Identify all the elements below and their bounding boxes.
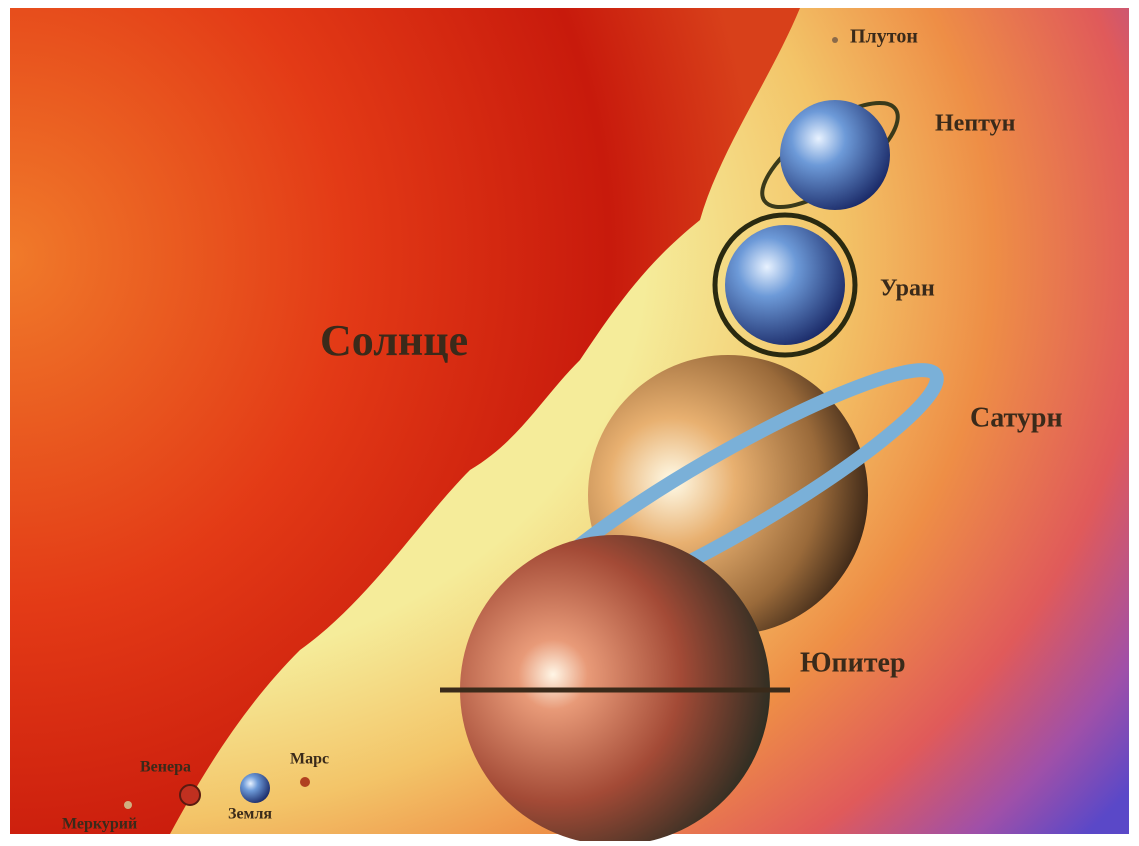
- planet-label: Уран: [880, 276, 935, 302]
- pluto: [832, 37, 838, 43]
- planet-label: Венера: [140, 759, 191, 776]
- planet-label: Земля: [228, 806, 272, 823]
- earth: [240, 773, 270, 803]
- venus: [179, 784, 201, 806]
- uranus: [725, 225, 845, 345]
- uranus-ring: [712, 212, 858, 358]
- planet-label: Сатурн: [970, 402, 1063, 433]
- sun: [10, 8, 800, 834]
- planet-label: Нептун: [935, 111, 1016, 137]
- sun-label: Солнце: [320, 316, 468, 365]
- mercury: [124, 801, 132, 809]
- mars: [300, 777, 310, 787]
- planet-label: Юпитер: [800, 647, 906, 678]
- planet-label: Марс: [290, 751, 329, 768]
- planet-label: Плутон: [850, 26, 918, 48]
- planet-label: Меркурий: [62, 816, 137, 833]
- neptune: [780, 100, 890, 210]
